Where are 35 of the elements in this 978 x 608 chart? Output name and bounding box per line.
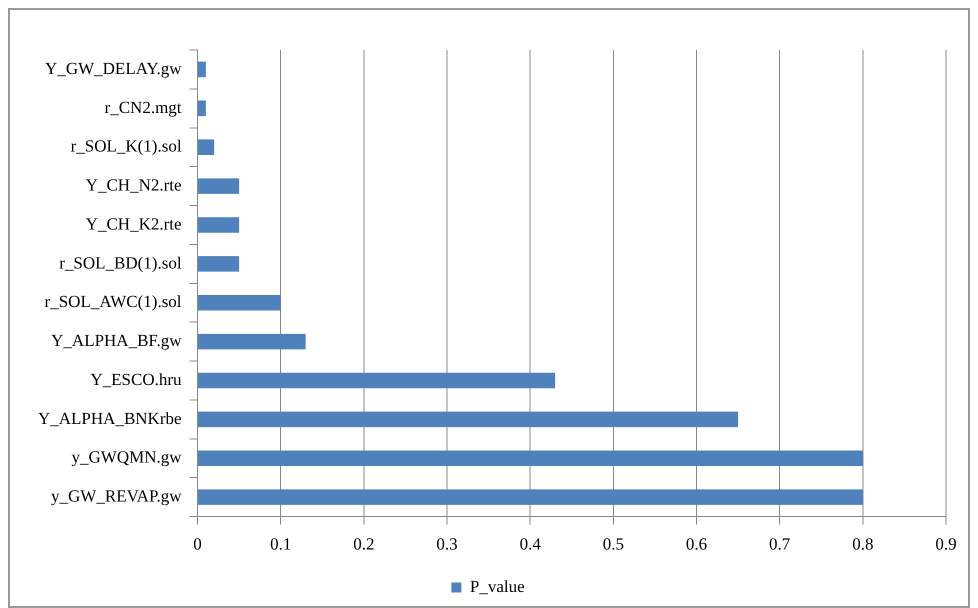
x-tick-label: 0.1: [270, 534, 292, 554]
legend-label: P_value: [470, 576, 525, 596]
y-tick-label: Y_CH_K2.rte: [86, 214, 182, 234]
x-tick-label: 0.6: [686, 534, 708, 554]
y-tick-label: y_GWQMN.gw: [72, 448, 182, 467]
bar: [198, 62, 206, 78]
x-tick-label: 0.7: [769, 534, 791, 554]
y-tick-label: Y_ALPHA_BF.gw: [51, 331, 182, 350]
y-tick-label: Y_ESCO.hru: [90, 370, 182, 389]
x-tick-label: 0.3: [436, 534, 458, 554]
bar: [198, 294, 281, 311]
x-tick-label: 0: [193, 534, 202, 554]
y-tick-label: y_GW_REVAP.gw: [51, 486, 182, 506]
y-tick-label: r_SOL_AWC(1).sol: [44, 292, 182, 312]
x-tick-label: 0.9: [935, 534, 957, 554]
bar: [198, 372, 556, 388]
x-tick-label: 0.4: [520, 534, 542, 554]
bar: [198, 139, 214, 155]
bar: [198, 489, 863, 505]
x-tick-label: 0.8: [852, 534, 874, 554]
y-tick-label: Y_ALPHA_BNKrbe: [38, 408, 182, 428]
bar: [198, 450, 863, 466]
bar: [198, 178, 240, 194]
bar: [198, 100, 206, 116]
bar: [198, 334, 306, 350]
y-tick-label: r_CN2.mgt: [104, 98, 182, 117]
y-tick-label: r_SOL_K(1).sol: [70, 136, 182, 156]
y-tick-label: r_SOL_BD(1).sol: [59, 253, 182, 272]
y-tick-label: Y_CH_N2.rte: [86, 176, 182, 195]
bar: [198, 217, 240, 233]
bar: [198, 256, 240, 272]
bar: [198, 412, 738, 428]
y-tick-label: Y_GW_DELAY.gw: [45, 58, 182, 78]
x-tick-label: 0.2: [353, 534, 374, 554]
x-tick-label: 0.5: [602, 534, 624, 554]
